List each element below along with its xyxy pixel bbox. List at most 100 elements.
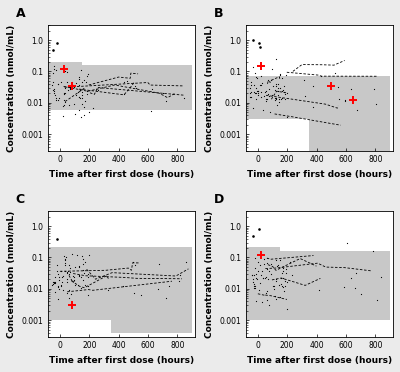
Point xyxy=(183,259,190,265)
Point xyxy=(63,279,70,285)
Point xyxy=(342,98,348,104)
Point xyxy=(273,56,279,62)
Point xyxy=(276,99,282,105)
Point xyxy=(66,86,73,92)
Point xyxy=(328,83,334,89)
Point xyxy=(62,263,68,269)
Point xyxy=(247,94,253,100)
Point xyxy=(49,87,56,93)
Point xyxy=(250,37,256,43)
Point xyxy=(259,80,266,86)
Point xyxy=(261,93,268,99)
Point xyxy=(77,87,84,93)
Point xyxy=(79,101,85,107)
Point xyxy=(370,86,377,92)
Text: A: A xyxy=(16,7,25,20)
Point xyxy=(250,279,256,285)
Point xyxy=(336,96,342,102)
Point xyxy=(55,81,61,87)
Point xyxy=(272,96,279,102)
Point xyxy=(76,94,82,100)
Point xyxy=(264,96,271,102)
Point xyxy=(264,92,271,97)
Point xyxy=(71,84,78,90)
Point xyxy=(272,95,278,101)
Point xyxy=(84,88,90,94)
Point xyxy=(66,262,72,268)
Point xyxy=(281,83,288,89)
Point xyxy=(51,280,57,286)
Point xyxy=(52,275,58,280)
Point xyxy=(264,297,270,303)
Point xyxy=(162,98,169,104)
Point xyxy=(52,92,58,98)
Point xyxy=(348,86,354,92)
Point xyxy=(270,283,277,289)
Point xyxy=(81,270,88,276)
Point xyxy=(247,90,253,96)
Point xyxy=(272,293,278,299)
Point xyxy=(257,44,263,50)
Point xyxy=(52,280,58,286)
Point xyxy=(274,88,281,94)
Point xyxy=(132,262,138,268)
Point xyxy=(82,98,88,104)
Point xyxy=(55,271,61,277)
Point xyxy=(258,272,264,278)
Point xyxy=(49,282,56,288)
Point xyxy=(76,264,82,270)
Point xyxy=(270,83,276,89)
Point xyxy=(277,72,283,78)
Point xyxy=(71,101,78,107)
Point xyxy=(82,282,88,288)
Point xyxy=(284,279,290,285)
Point xyxy=(75,282,82,288)
Point xyxy=(66,271,72,277)
Point xyxy=(61,97,68,103)
Point xyxy=(256,226,262,232)
Point xyxy=(64,270,70,276)
Point xyxy=(279,87,286,93)
Point xyxy=(68,83,75,89)
Point xyxy=(59,279,65,285)
Point xyxy=(54,268,60,274)
Point xyxy=(263,88,270,94)
Point xyxy=(255,259,261,265)
Point xyxy=(160,90,167,96)
Point xyxy=(250,276,256,282)
Point xyxy=(283,90,290,96)
Point xyxy=(51,88,57,94)
X-axis label: Time after first dose (hours): Time after first dose (hours) xyxy=(247,170,392,179)
Point xyxy=(67,84,73,90)
Point xyxy=(252,285,258,291)
Point xyxy=(68,302,75,308)
Point xyxy=(273,278,280,283)
Point xyxy=(335,84,342,90)
Polygon shape xyxy=(48,247,192,333)
Point xyxy=(148,108,154,114)
Point xyxy=(275,85,282,91)
Point xyxy=(58,282,64,288)
Point xyxy=(76,272,82,278)
Point xyxy=(75,74,82,80)
Point xyxy=(82,259,88,265)
Point xyxy=(282,266,289,272)
Point xyxy=(273,81,280,87)
Point xyxy=(155,286,162,292)
Point xyxy=(250,232,256,238)
Point xyxy=(60,287,66,293)
Point xyxy=(250,272,257,278)
Text: B: B xyxy=(214,7,223,20)
X-axis label: Time after first dose (hours): Time after first dose (hours) xyxy=(49,170,194,179)
Point xyxy=(51,279,57,285)
Point xyxy=(278,275,284,281)
Point xyxy=(76,273,82,279)
Point xyxy=(273,296,280,302)
Point xyxy=(80,267,86,273)
Point xyxy=(56,286,62,292)
Point xyxy=(78,89,85,94)
Point xyxy=(51,90,57,96)
Point xyxy=(84,73,90,79)
Point xyxy=(176,278,182,284)
Point xyxy=(86,252,92,258)
